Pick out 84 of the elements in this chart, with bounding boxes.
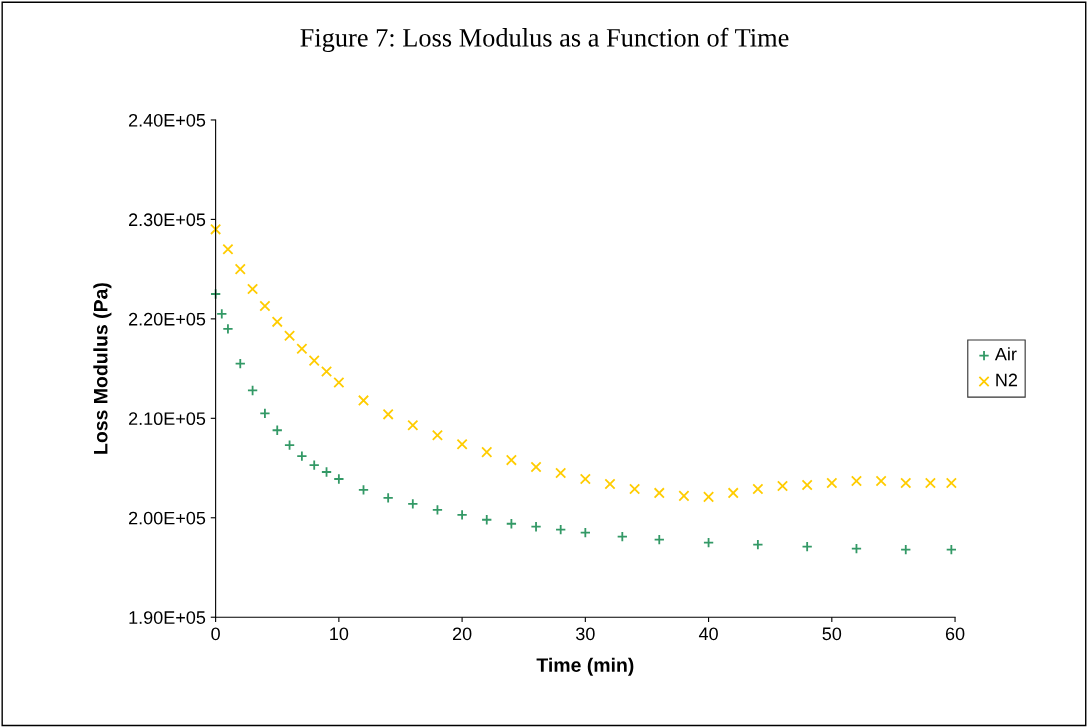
point xyxy=(703,491,715,503)
point xyxy=(271,316,283,328)
point xyxy=(308,459,320,471)
point xyxy=(579,473,591,485)
point xyxy=(247,283,259,295)
x-tick-label: 50 xyxy=(822,627,842,641)
point xyxy=(382,492,394,504)
point xyxy=(653,487,665,499)
point xyxy=(900,477,912,489)
point xyxy=(555,524,567,536)
point xyxy=(456,509,468,521)
point xyxy=(320,366,333,378)
y-tick-label: 2.10E+05 xyxy=(129,412,206,426)
y-tick-label: 2.30E+05 xyxy=(129,213,206,227)
point xyxy=(752,539,764,551)
point xyxy=(320,466,333,478)
point xyxy=(382,408,394,420)
point xyxy=(234,263,246,275)
point xyxy=(505,518,517,530)
x-tick-label: 0 xyxy=(211,627,220,641)
point xyxy=(216,308,228,320)
point xyxy=(703,537,715,549)
point xyxy=(530,461,542,473)
y-tick-label: 2.00E+05 xyxy=(129,511,206,525)
point xyxy=(776,480,789,492)
point xyxy=(407,419,419,431)
point xyxy=(678,490,690,502)
point xyxy=(850,475,863,487)
point xyxy=(247,384,259,397)
point xyxy=(259,300,271,312)
x-tick-label: 20 xyxy=(452,627,472,641)
point xyxy=(945,477,957,489)
point xyxy=(284,330,296,342)
point xyxy=(308,355,320,367)
point xyxy=(271,424,283,436)
point xyxy=(801,541,813,553)
point xyxy=(456,438,468,450)
x-axis-title: Time (min) xyxy=(536,657,634,676)
point xyxy=(604,478,616,490)
point xyxy=(900,544,912,556)
point xyxy=(222,323,234,335)
y-tick-label: 1.90E+05 xyxy=(129,611,206,624)
point xyxy=(555,467,567,479)
point xyxy=(530,521,542,533)
legend-label: N2 xyxy=(996,373,1018,387)
point xyxy=(431,429,444,441)
x-tick-label: 10 xyxy=(330,627,349,641)
point xyxy=(296,343,308,355)
point xyxy=(924,477,936,489)
point xyxy=(259,407,271,419)
y-tick-label: 2.40E+05 xyxy=(129,113,206,127)
point xyxy=(481,446,493,458)
point xyxy=(752,483,764,495)
point xyxy=(945,544,957,556)
point xyxy=(616,531,628,543)
point xyxy=(357,484,370,496)
point xyxy=(333,473,345,485)
point xyxy=(629,483,641,495)
y-tick-label: 2.20E+05 xyxy=(129,312,206,326)
x-tick-label: 30 xyxy=(575,627,595,641)
point xyxy=(357,394,370,406)
y-axis-title: Loss Modulus (Pa) xyxy=(93,283,112,454)
point xyxy=(431,504,444,516)
point xyxy=(875,475,887,487)
point xyxy=(579,527,591,539)
x-tick-label: 40 xyxy=(698,627,718,641)
point xyxy=(210,288,222,300)
point xyxy=(296,450,308,462)
point xyxy=(653,534,665,546)
point xyxy=(333,376,345,389)
point xyxy=(481,514,493,526)
legend-label: Air xyxy=(994,347,1017,361)
chart-title: Figure 7: Loss Modulus as a Function of Time xyxy=(300,27,789,53)
point xyxy=(801,479,813,491)
point xyxy=(284,439,296,451)
x-tick-label: 60 xyxy=(945,627,965,641)
point xyxy=(210,223,222,235)
point xyxy=(850,543,863,555)
point xyxy=(222,243,234,255)
point xyxy=(826,477,838,489)
point xyxy=(407,498,419,510)
point xyxy=(727,487,739,499)
point xyxy=(234,358,246,370)
point xyxy=(505,454,517,466)
